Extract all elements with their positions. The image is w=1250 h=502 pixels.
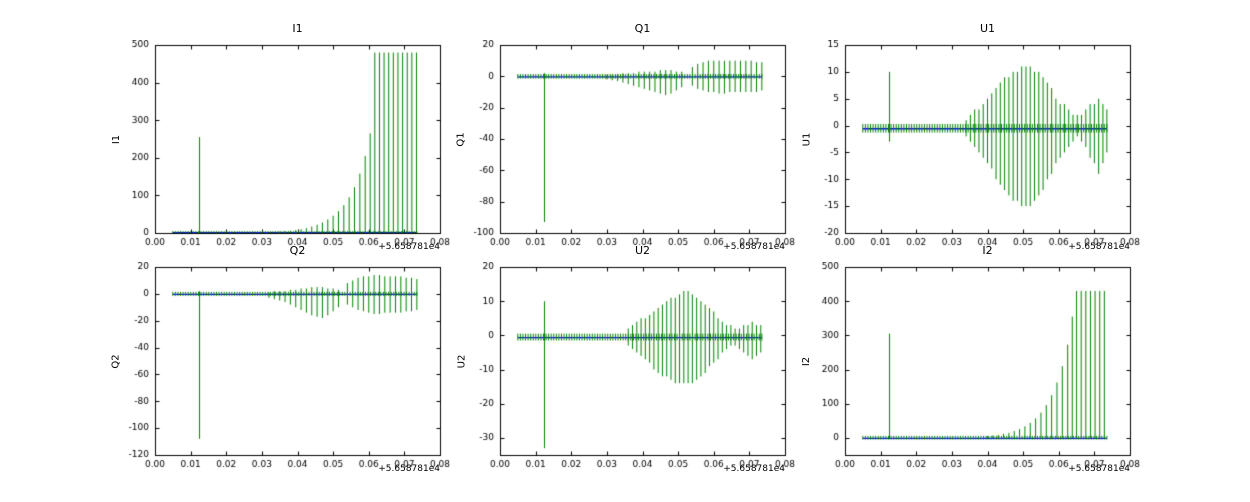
plot-title-u1: U1 <box>979 22 996 35</box>
x-offset-label-i1: +5.658781e4 <box>378 242 440 252</box>
plot-title-i2: I2 <box>982 244 993 257</box>
plot-canvas-u2 <box>455 262 797 477</box>
subplot-u2: U2 U2 +5.658781e4 <box>455 242 797 502</box>
plot-canvas-q2 <box>110 262 452 477</box>
plot-title-q2: Q2 <box>289 244 306 257</box>
plot-title-i1: I1 <box>292 22 303 35</box>
subplot-i1: I1 I1 +5.658781e4 <box>110 20 452 280</box>
x-offset-label-q1: +5.658781e4 <box>723 242 785 252</box>
x-offset-label-q2: +5.658781e4 <box>378 464 440 474</box>
x-offset-label-i2: +5.658781e4 <box>1068 464 1130 474</box>
plot-canvas-i2 <box>800 262 1142 477</box>
subplot-i2: I2 I2 +5.658781e4 <box>800 242 1142 502</box>
subplot-u1: U1 U1 +5.658781e4 <box>800 20 1142 280</box>
plot-canvas-q1 <box>455 40 797 255</box>
subplot-q2: Q2 Q2 +5.658781e4 <box>110 242 452 502</box>
plot-title-q1: Q1 <box>634 22 651 35</box>
x-offset-label-u1: +5.658781e4 <box>1068 242 1130 252</box>
x-offset-label-u2: +5.658781e4 <box>723 464 785 474</box>
plot-canvas-i1 <box>110 40 452 255</box>
plot-canvas-u1 <box>800 40 1142 255</box>
plot-title-u2: U2 <box>634 244 651 257</box>
subplot-q1: Q1 Q1 +5.658781e4 <box>455 20 797 280</box>
